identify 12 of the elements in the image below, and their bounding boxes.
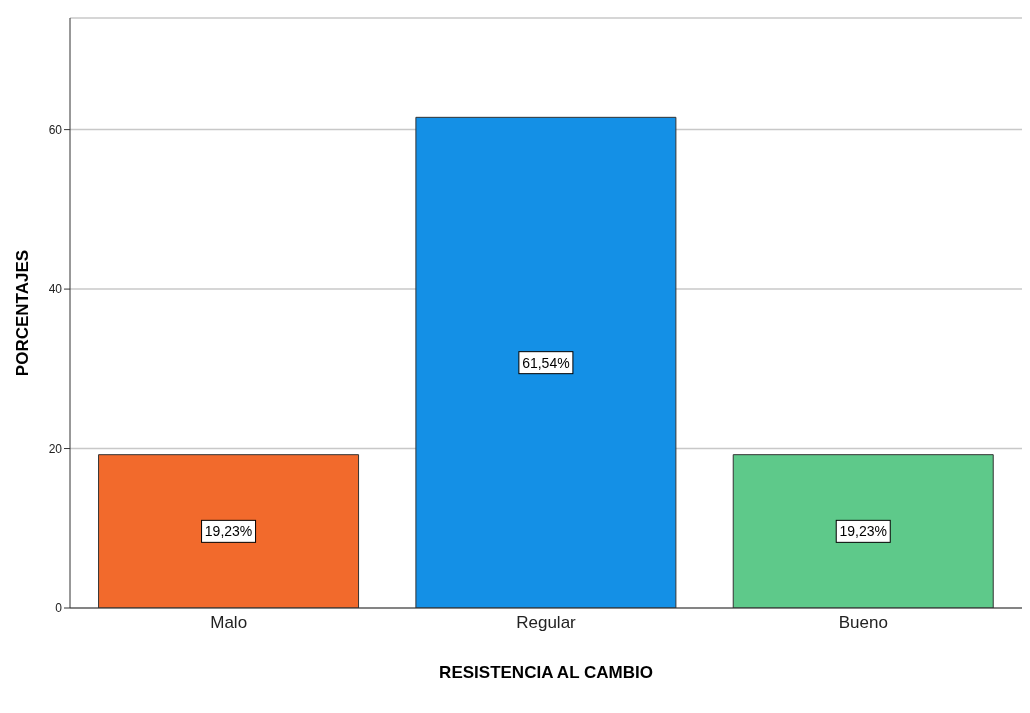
data-label: 19,23% <box>204 523 253 540</box>
x-tick-label: Bueno <box>838 613 888 633</box>
y-tick-label: 0 <box>55 601 63 616</box>
x-tick-label: Malo <box>210 613 248 633</box>
x-tick-label: Regular <box>516 613 577 633</box>
y-tick-label: 60 <box>48 122 63 137</box>
x-axis-title: RESISTENCIA AL CAMBIO <box>439 663 653 682</box>
y-axis-title: PORCENTAJES <box>13 249 33 377</box>
y-tick-label: 40 <box>48 282 63 297</box>
data-label: 61,54% <box>522 354 570 371</box>
data-label: 19,23% <box>839 523 887 540</box>
y-tick-label: 20 <box>48 441 63 456</box>
